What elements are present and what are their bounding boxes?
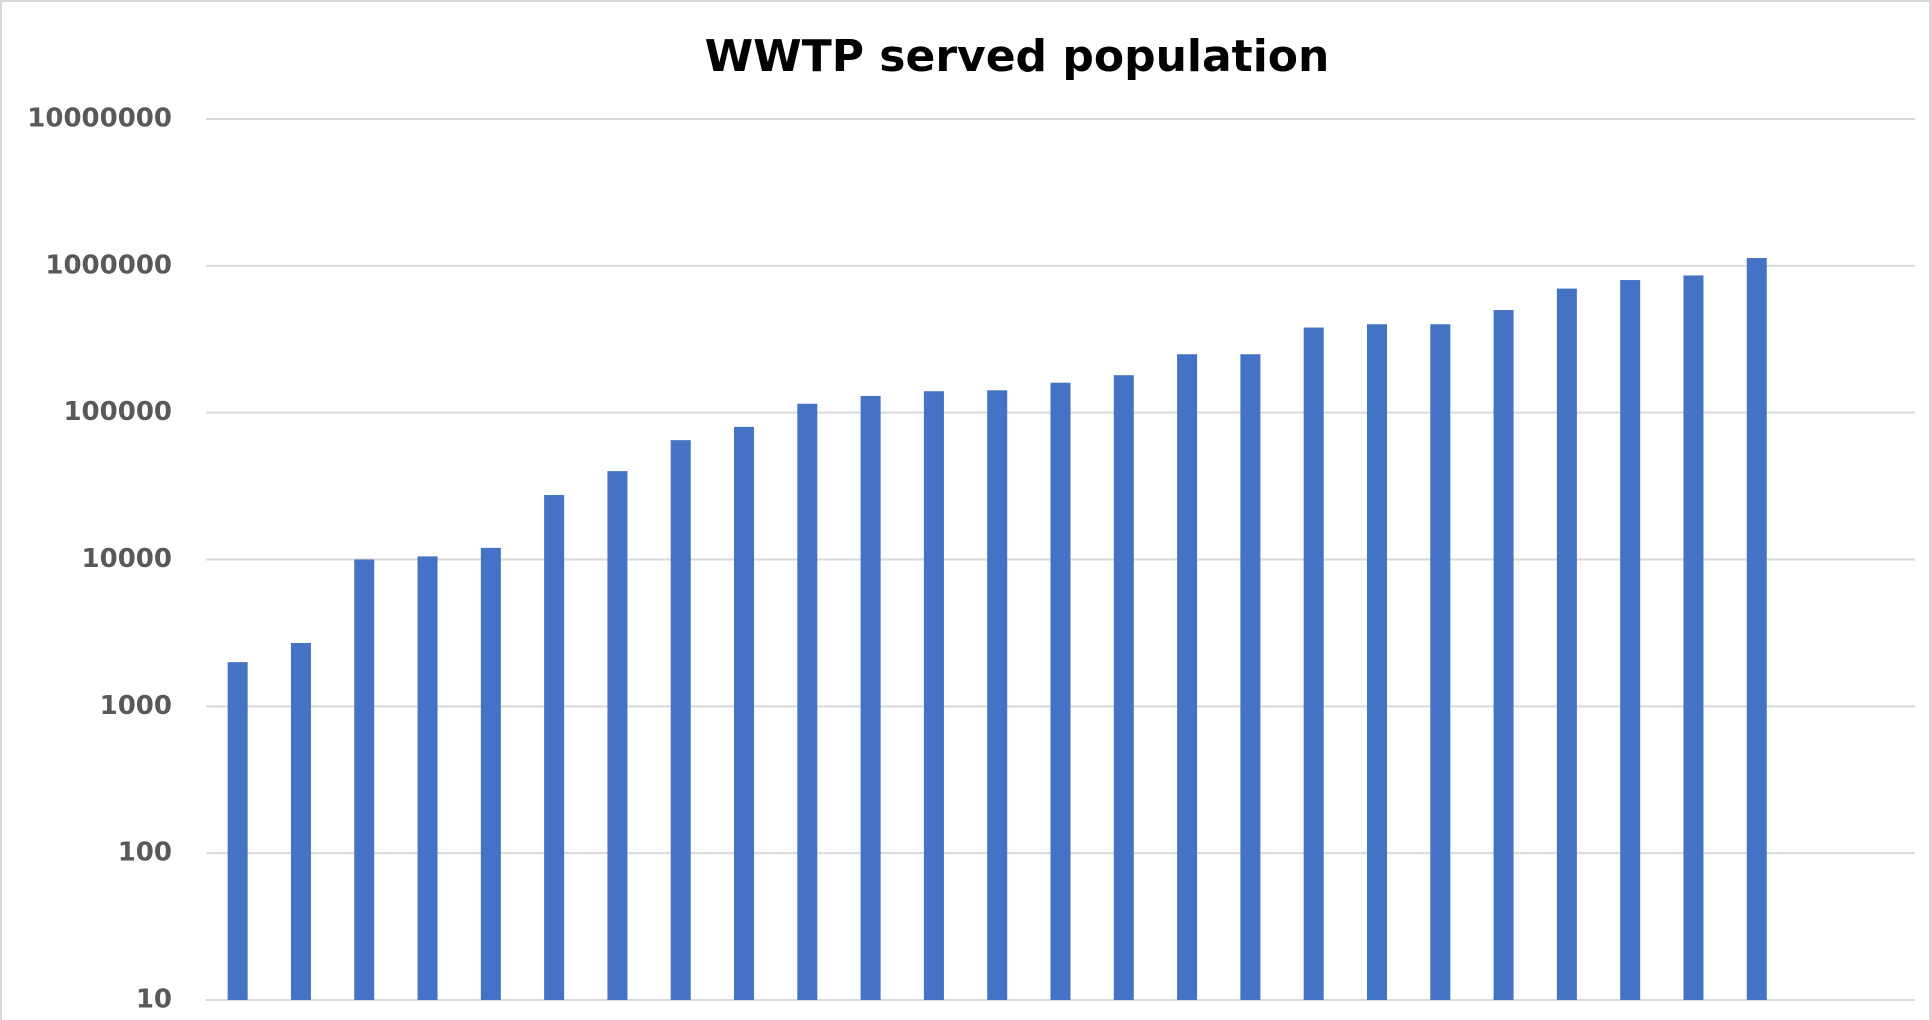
bar [1177, 354, 1198, 1000]
y-tick-label: 1000 [100, 691, 172, 721]
bar [1113, 375, 1134, 1000]
y-tick-label: 1000000 [45, 250, 172, 280]
bar [1303, 327, 1324, 1000]
bar [1366, 324, 1387, 1001]
bar [860, 395, 881, 1000]
y-tick-label: 10000000 [27, 104, 172, 134]
y-tick-label: 10 [136, 985, 172, 1015]
bar [354, 559, 375, 1000]
bar [1620, 280, 1641, 1000]
bar [1556, 288, 1577, 1000]
bar [607, 471, 628, 1000]
bar [1430, 324, 1451, 1001]
bar [1746, 258, 1767, 1000]
bar [670, 440, 691, 1000]
bar [1493, 310, 1514, 1001]
bar [227, 662, 248, 1000]
bar [290, 642, 311, 1000]
y-tick-label: 100000 [63, 397, 172, 427]
bar [734, 426, 755, 1000]
bar [987, 390, 1008, 1000]
bar [417, 556, 438, 1000]
bar [1683, 275, 1704, 1000]
bar [797, 403, 818, 1000]
bar [1050, 382, 1071, 1000]
chart-title: WWTP served population [705, 31, 1330, 82]
y-tick-label: 10000 [82, 544, 172, 574]
bar [480, 547, 501, 1000]
bar [1240, 354, 1261, 1000]
bar [544, 494, 565, 1000]
y-tick-label: 100 [118, 838, 172, 868]
bar [923, 391, 944, 1000]
